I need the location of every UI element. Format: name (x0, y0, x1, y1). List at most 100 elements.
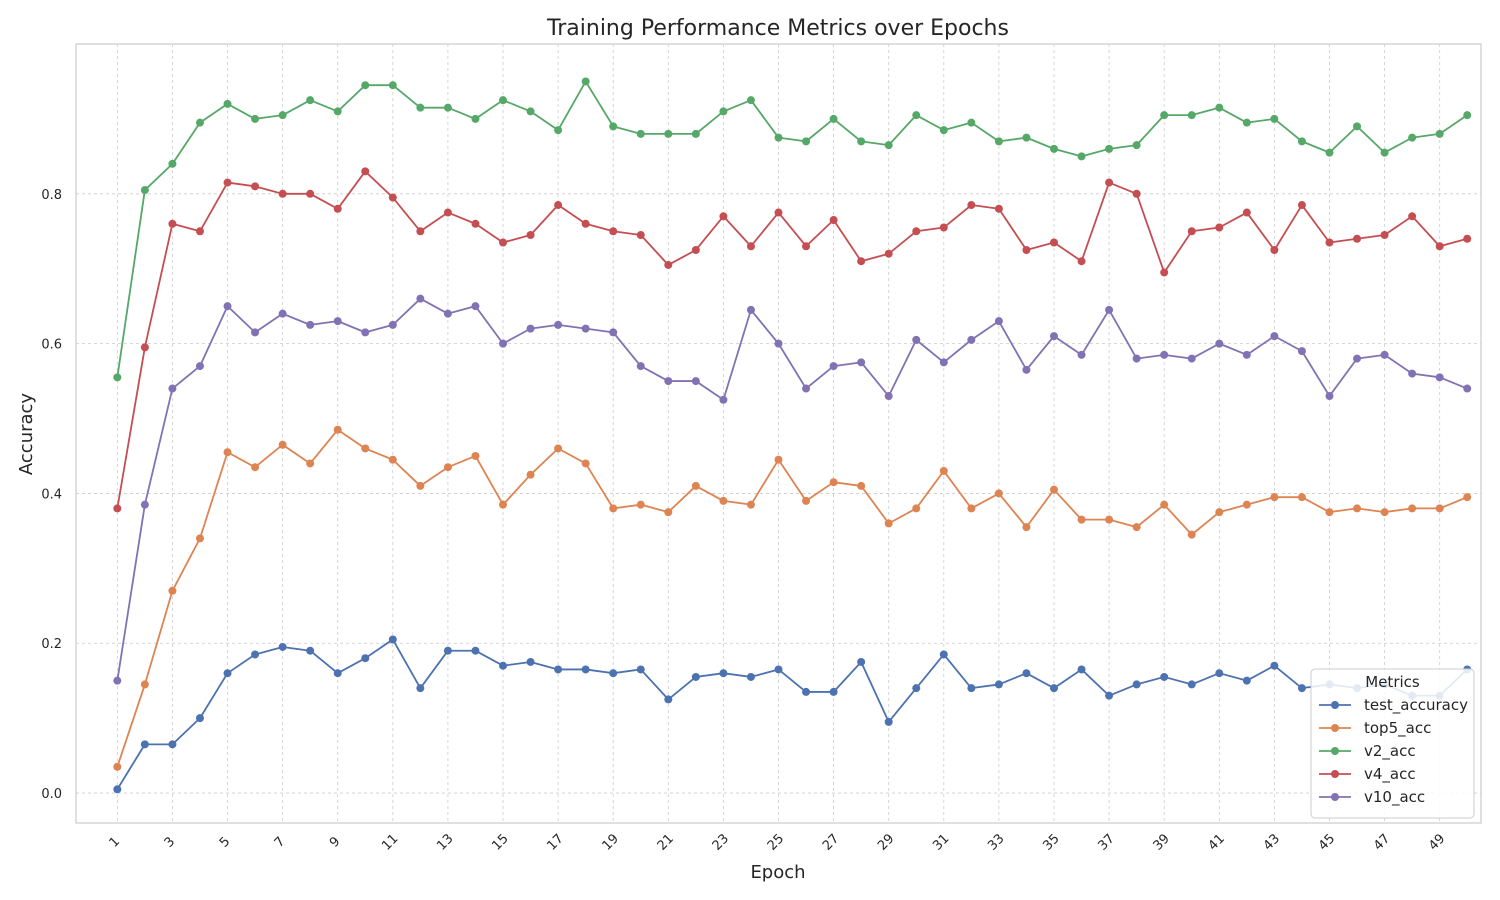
data-point (636, 500, 645, 509)
data-point (884, 141, 893, 150)
x-tick-label: 7 (272, 834, 288, 850)
data-point (251, 463, 260, 472)
data-point (1187, 227, 1196, 236)
data-point (884, 392, 893, 401)
data-point (278, 440, 287, 449)
data-point (333, 669, 342, 678)
data-point (609, 504, 618, 513)
data-point (1215, 339, 1224, 348)
data-point (912, 684, 921, 693)
series-line-v4_acc (116, 170, 1468, 509)
data-point (691, 245, 700, 254)
series-test_accuracy (113, 635, 1472, 794)
data-point (1463, 111, 1472, 120)
data-point (1270, 332, 1279, 341)
data-point (1132, 189, 1141, 198)
data-point (1242, 118, 1251, 127)
data-point (306, 459, 315, 468)
legend-swatch-marker (1331, 793, 1339, 801)
data-point (746, 96, 755, 105)
data-point (195, 362, 204, 371)
y-tick-label: 0.8 (41, 188, 62, 203)
data-point (416, 227, 425, 236)
data-point (1215, 223, 1224, 232)
data-point (195, 118, 204, 127)
data-point (1380, 231, 1389, 239)
data-point (388, 455, 397, 464)
data-point (1105, 691, 1114, 700)
data-point (829, 687, 838, 696)
legend-item-test_accuracy: test_accuracy (1319, 696, 1468, 715)
data-point (113, 504, 122, 513)
data-point (636, 665, 645, 674)
data-point (994, 680, 1003, 689)
x-tick-label: 3 (162, 834, 178, 850)
x-tick-label: 19 (600, 831, 622, 853)
data-point (471, 451, 480, 460)
grid (76, 44, 1481, 823)
chart-title: Training Performance Metrics over Epochs (546, 16, 1009, 41)
data-point (195, 227, 204, 236)
data-point (1105, 144, 1114, 153)
data-point (168, 586, 177, 595)
data-point (526, 107, 535, 116)
data-point (195, 534, 204, 543)
data-point (1242, 350, 1251, 359)
data-point (884, 717, 893, 726)
data-point (526, 324, 535, 333)
data-point (967, 201, 976, 210)
data-point (251, 114, 260, 123)
series-v10_acc (113, 294, 1472, 685)
data-point (1408, 133, 1417, 142)
data-point (664, 260, 673, 269)
data-point (1270, 493, 1279, 502)
data-point (499, 238, 508, 247)
data-point (691, 481, 700, 490)
data-point (802, 687, 811, 696)
x-tick-label: 15 (489, 831, 511, 853)
data-point (829, 362, 838, 371)
y-tick-label: 0.0 (41, 787, 62, 802)
legend-item-v4_acc: v4_acc (1319, 765, 1416, 784)
legend-item-top5_acc: top5_acc (1319, 719, 1431, 738)
data-point (1187, 680, 1196, 689)
data-point (1022, 523, 1031, 532)
data-point (251, 182, 260, 191)
data-point (581, 219, 590, 228)
data-point (967, 335, 976, 344)
data-point (802, 242, 811, 251)
data-point (774, 665, 783, 674)
data-point (1270, 114, 1279, 123)
data-point (251, 650, 260, 659)
x-tick-label: 41 (1206, 831, 1228, 853)
data-point (1353, 234, 1362, 243)
data-point (857, 257, 866, 266)
data-point (1049, 238, 1058, 247)
legend-box (1310, 668, 1475, 819)
data-point (912, 504, 921, 513)
data-point (829, 478, 838, 487)
data-point (1408, 369, 1417, 378)
x-axis-label: Epoch (750, 862, 805, 883)
data-point (1049, 684, 1058, 693)
data-point (1160, 111, 1169, 120)
data-point (1187, 111, 1196, 120)
x-tick-label: 33 (985, 831, 1007, 853)
data-point (361, 654, 370, 663)
data-point (581, 459, 590, 468)
data-point (140, 740, 149, 749)
data-point (223, 669, 232, 678)
y-axis-ticks: 0.0 0.2 0.4 0.6 0.8 (41, 188, 62, 802)
data-point (746, 305, 755, 314)
data-point (1105, 178, 1114, 187)
data-point (774, 208, 783, 217)
data-point (664, 129, 673, 138)
x-tick-label: 27 (820, 831, 842, 853)
data-point (1132, 354, 1141, 363)
series-line-v10_acc (116, 297, 1468, 681)
data-point (939, 358, 948, 367)
x-axis-ticks: 1 3 5 7 9 11 13 15 17 19 21 23 25 27 29 31 33 35 37 39 41 43 4… (107, 831, 1449, 853)
data-point (195, 714, 204, 723)
data-point (361, 81, 370, 90)
